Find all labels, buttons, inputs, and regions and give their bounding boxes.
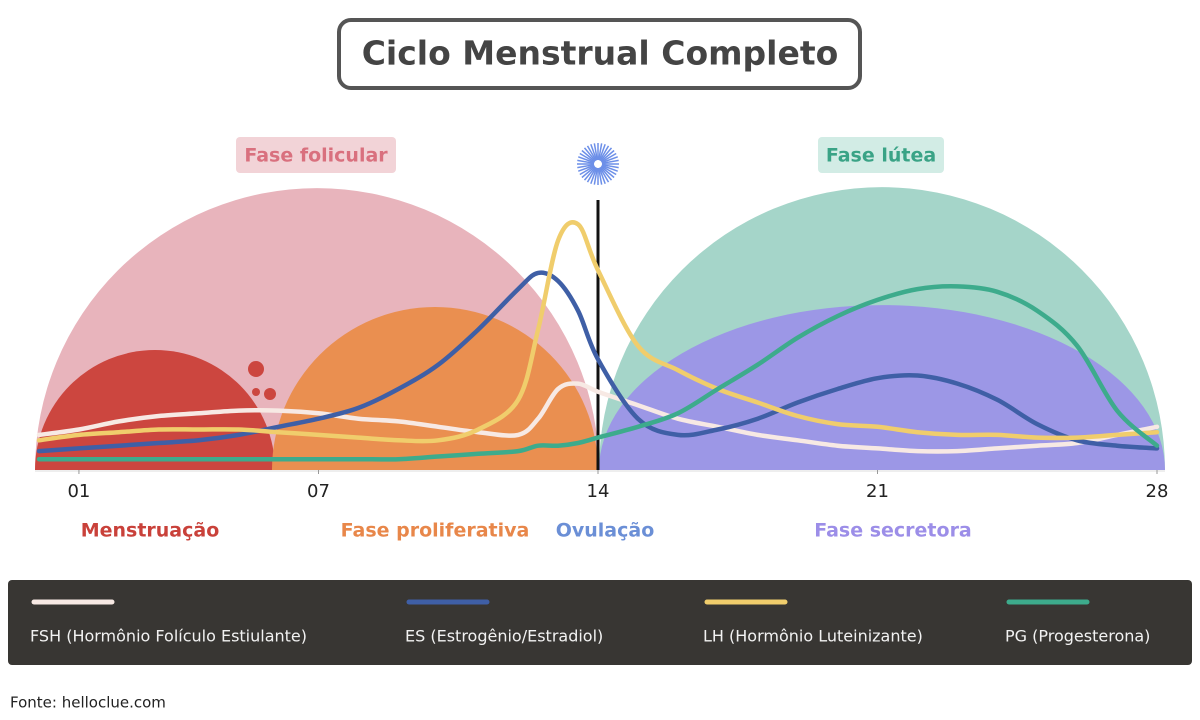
legend-label: LH (Hormônio Luteinizante) <box>703 627 923 646</box>
sun-ray <box>578 164 595 172</box>
sun-ray <box>581 149 596 163</box>
sun-ray <box>586 167 597 183</box>
x-tick-label: 21 <box>866 481 889 502</box>
sun-ray <box>581 165 596 179</box>
sun-ray <box>601 165 617 176</box>
x-tick-label: 07 <box>307 481 330 502</box>
sun-ray <box>599 145 610 161</box>
sun-ray <box>597 167 603 185</box>
legend-label: FSH (Hormônio Folículo Estiulante) <box>30 627 307 646</box>
drop <box>248 361 264 377</box>
label-bg <box>236 137 396 173</box>
chart-title: Ciclo Menstrual Completo <box>362 34 839 73</box>
sun-ray <box>579 165 595 176</box>
sun-ray <box>577 163 595 169</box>
title-box <box>337 18 862 90</box>
sun-ray <box>593 143 599 161</box>
drop <box>264 388 276 400</box>
sun-ray <box>590 167 598 184</box>
phase-shapes <box>35 187 1165 471</box>
hormone-line <box>36 381 1160 454</box>
sun-ray <box>601 156 618 164</box>
x-tick-label: 28 <box>1146 481 1169 502</box>
legend-label: ES (Estrogênio/Estradiol) <box>405 627 603 646</box>
sun-ray <box>599 166 613 181</box>
drop <box>252 388 260 396</box>
sun-ray <box>600 149 615 163</box>
x-tick-label: 01 <box>67 481 90 502</box>
sun-ray <box>577 159 595 165</box>
phase-label: Menstruação <box>81 520 220 542</box>
secretory-shape <box>599 305 1165 470</box>
sun-ray <box>601 164 618 172</box>
sun-ray <box>578 156 595 164</box>
sun-ray <box>593 167 599 185</box>
x-tick-label: 14 <box>587 481 610 502</box>
phase-label: Fase secretora <box>814 520 972 542</box>
source: Fonte: helloclue.com <box>10 694 166 712</box>
legend-label: PG (Progesterona) <box>1005 627 1150 646</box>
label-bg <box>818 137 944 173</box>
phase-label: Fase folicular <box>244 145 388 167</box>
proliferative-shape <box>272 307 598 470</box>
sun-ray <box>583 166 597 181</box>
hormone-line <box>36 220 1160 444</box>
hormone-line <box>36 284 1160 462</box>
sun-ray <box>601 163 619 169</box>
sun-ray <box>586 145 597 161</box>
sun-ray <box>599 167 610 183</box>
sun-ray <box>583 147 597 162</box>
sun-ray <box>579 152 595 163</box>
sun-ray <box>599 147 613 162</box>
sun-ray <box>598 144 606 161</box>
sun-ray <box>598 167 606 184</box>
sun-ray <box>601 152 617 163</box>
sun-ray <box>597 143 603 161</box>
sun-ray <box>600 165 615 179</box>
phase-label: Fase lútea <box>826 145 936 167</box>
sun-ray <box>590 144 598 161</box>
phase-label: Fase proliferativa <box>341 520 530 542</box>
phase-label: Ovulação <box>556 520 655 542</box>
legend <box>8 580 1192 665</box>
sun-ray <box>601 159 619 165</box>
hormone-line <box>36 270 1160 454</box>
sun-icon <box>577 143 619 185</box>
